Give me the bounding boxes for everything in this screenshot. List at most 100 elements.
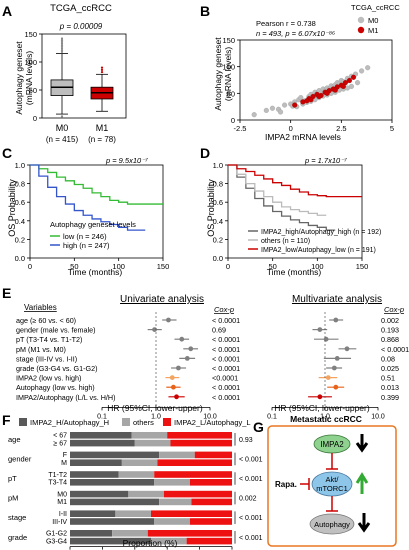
forest-row-label: stage (III-IV vs. I-II) (16, 354, 77, 363)
bar-segment-gray (159, 498, 192, 506)
legend-label-high-high: IMPA2_high/Autophagy_high (n = 192) (261, 229, 381, 236)
scatter-point-m0 (365, 65, 371, 71)
y-tick-label: 0.0 (15, 254, 25, 263)
group-label: age (8, 435, 21, 444)
panel-d-pvalue: p = 1.7x10⁻⁷ (304, 156, 347, 165)
scatter-point-m1 (292, 102, 298, 108)
panel-a-plot-frame (41, 33, 127, 119)
y-tick-label: 150 (222, 36, 235, 45)
drug-label: Rapa. (275, 480, 297, 489)
y-tick-label: 0.8 (15, 180, 25, 189)
panel-a-axes: 0 50 100 150 (24, 30, 127, 123)
outlier-point (100, 66, 104, 69)
legend-label-high-high: IMPA2_H/Autophagy_H (30, 418, 109, 427)
group-pvalue: < 0.001 (239, 515, 263, 522)
forest-point-uni (170, 384, 176, 390)
bar-label: M1 (57, 499, 67, 506)
plot-frame (29, 164, 164, 259)
scatter-point-m1 (316, 93, 322, 100)
panel-c-legend-title: Autophagy geneset levels (50, 220, 136, 229)
panel-a-group-labels: M0 (n = 415) M1 (n = 78) (46, 123, 116, 144)
panel-letter-d: D (200, 145, 210, 161)
forest-p-uni: <0.0001 (212, 374, 238, 383)
x-tick-label: 0.1 (97, 413, 107, 420)
panel-f: F IMPA2_H/Autophagy_H others IMPA2_L/Aut… (2, 412, 263, 550)
bar-label: M (61, 460, 67, 467)
group-label: pT (8, 474, 17, 483)
forest-point-multi (317, 327, 323, 332)
y-tick-label: 150 (24, 30, 37, 39)
panel-e: E Variables Univariate analysis Multivar… (2, 285, 409, 420)
x-tick-label: 0 (226, 262, 230, 271)
outlier-point (100, 68, 104, 71)
forest-row-label: Autophagy (low vs. high) (16, 383, 95, 392)
scatter-point-m0 (263, 107, 269, 113)
bar-label: F (63, 452, 67, 459)
bar-segment-gray (154, 479, 190, 486)
x-tick-label: 150 (157, 262, 170, 271)
forest-point-uni (174, 394, 179, 400)
forest-point-uni (188, 346, 194, 352)
bar-label: G3-G4 (46, 538, 67, 545)
x-tick-label: 5 (390, 124, 394, 133)
forest-point-uni (176, 365, 181, 371)
y-tick-label: 0.6 (213, 198, 223, 207)
node-akt-label-1: Akt/ (326, 475, 340, 484)
panel-c-axes: 0 50 100 150 0.0 0.2 0.4 0.6 0.8 1.0 (15, 161, 170, 271)
forest-row-label: pM (M1 vs. M0) (16, 345, 66, 354)
outlier-point (60, 50, 64, 54)
scatter-point-m0 (359, 68, 365, 74)
bar-segment-red (189, 479, 232, 486)
x-tick-label: 1.0 (320, 413, 330, 420)
forest-p-uni: < 0.0001 (212, 316, 240, 325)
forest-point-uni (166, 317, 171, 323)
panel-d-curves (228, 164, 362, 231)
legend-label-high: high (n = 247) (63, 241, 110, 250)
bar-segment-red (151, 510, 232, 517)
bar-segment-red (147, 530, 232, 537)
x-tick-label: 0.1 (267, 413, 277, 420)
bar-segment-gray (151, 537, 187, 545)
forest-point-multi (317, 394, 323, 400)
y-tick-label: 0 (231, 116, 235, 125)
bar-segment-gray (131, 432, 168, 439)
panel-e-uni-xlabel: HR (95%CI, lower-upper) (107, 403, 203, 413)
scatter-point-m0 (269, 105, 275, 111)
bar-segment-red (163, 490, 232, 498)
x-tick-label: 150 (356, 262, 369, 271)
node-akt-label-2: mTORC1 (316, 484, 348, 493)
forest-p-uni: < 0.0001 (212, 383, 240, 392)
panel-c-curves (30, 164, 163, 231)
forest-point-multi (323, 336, 329, 342)
panel-letter-b: B (200, 3, 210, 19)
group-label-m1: M1 (96, 123, 109, 133)
forest-p-multi: 0.399 (381, 393, 399, 402)
y-tick-label: 100 (222, 63, 235, 72)
forest-point-multi (325, 375, 331, 380)
scatter-point-m0 (282, 102, 288, 108)
plot-frame (227, 164, 363, 259)
panel-c-legend: low (n = 246) high (n = 247) (50, 232, 110, 250)
forest-row-label: IMPA2/Autophagy (L/L vs. H/H) (16, 393, 115, 402)
bar-segment-dark (70, 490, 129, 498)
y-tick-label: 50 (227, 89, 235, 98)
bar-segment-gray (115, 510, 151, 517)
legend-label-m1: M1 (368, 26, 378, 35)
legend-swatch-others (122, 418, 130, 426)
scatter-point-m1 (304, 98, 310, 104)
bar-label: G1-G2 (46, 531, 67, 538)
bar-segment-red (186, 537, 232, 545)
panel-letter-a: A (2, 3, 12, 19)
forest-p-multi: 0.51 (381, 374, 395, 383)
scatter-point-m1 (340, 83, 346, 89)
x-tick-label: -2.5 (234, 124, 247, 133)
group-pvalue: 0.002 (239, 496, 257, 503)
bar-segment-dark (70, 432, 132, 439)
y-tick-label: 1.0 (213, 161, 223, 170)
y-tick-label: 0.2 (213, 235, 223, 244)
forest-row-label: grade (G3-G4 vs. G1-G2) (16, 364, 97, 373)
group-n-m0: (n = 415) (46, 135, 79, 144)
